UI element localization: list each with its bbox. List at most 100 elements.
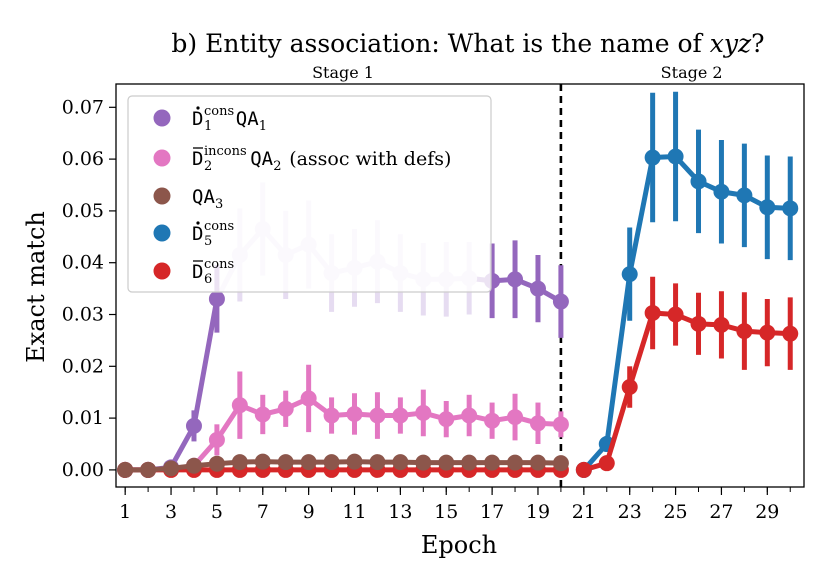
- data-point: [438, 411, 455, 428]
- data-point: [392, 454, 409, 471]
- data-point: [575, 461, 592, 478]
- data-point: [323, 454, 340, 471]
- data-point: [667, 148, 684, 165]
- y-tick-label: 0.03: [62, 304, 104, 326]
- legend-marker: [153, 149, 171, 167]
- legend-label-base: D: [192, 223, 203, 245]
- data-point: [484, 454, 501, 471]
- data-point: [713, 316, 730, 333]
- data-point: [415, 404, 432, 421]
- series-line-segment: [191, 296, 220, 429]
- x-tick-label: 7: [257, 501, 269, 523]
- legend-label-sub: 5: [204, 234, 212, 249]
- data-point: [644, 304, 661, 321]
- x-tick-label: 29: [755, 501, 779, 523]
- legend-label-text: (assoc with defs): [289, 148, 451, 170]
- y-axis-label: Exact match: [22, 211, 50, 363]
- series-d5-cons: [575, 91, 799, 478]
- data-point: [529, 280, 546, 297]
- x-tick-label: 11: [342, 501, 366, 523]
- x-tick-label: 9: [303, 501, 315, 523]
- data-point: [277, 454, 294, 471]
- legend-label-sub: 6: [204, 272, 212, 287]
- series-line-segment: [604, 384, 633, 466]
- data-point: [484, 412, 501, 429]
- legend-accent-dot: [196, 221, 200, 225]
- data-point: [644, 149, 661, 166]
- legend-label-suffix: QA: [250, 148, 273, 170]
- legend-box: [127, 95, 492, 293]
- chart-title-prefix: b) Entity association: What is the name …: [171, 29, 709, 58]
- legend-label-suffix: QA: [192, 186, 215, 208]
- y-tick-label: 0.04: [62, 252, 104, 274]
- y-tick-label: 0.00: [62, 459, 104, 481]
- data-point: [346, 405, 363, 422]
- data-point: [208, 290, 225, 307]
- series-line-segment: [627, 155, 656, 277]
- legend-label-sub: 1: [204, 119, 212, 134]
- data-point: [300, 454, 317, 471]
- data-point: [621, 266, 638, 283]
- data-point: [254, 406, 271, 423]
- data-point: [782, 200, 799, 217]
- series-line-segment: [627, 310, 656, 390]
- data-point: [323, 407, 340, 424]
- data-point: [300, 390, 317, 407]
- legend-label-base: D: [192, 108, 203, 130]
- y-tick-label: 0.07: [62, 96, 104, 118]
- data-point: [461, 454, 478, 471]
- data-point: [736, 323, 753, 340]
- legend-accent-dot: [196, 106, 200, 110]
- data-point: [690, 315, 707, 332]
- stage-labels: Stage 1 Stage 2: [312, 63, 722, 82]
- data-point: [552, 455, 569, 472]
- data-point: [690, 173, 707, 190]
- y-tick-label: 0.01: [62, 407, 104, 429]
- legend-marker: [153, 187, 171, 205]
- legend-marker: [153, 224, 171, 242]
- data-point: [461, 407, 478, 424]
- data-point: [163, 460, 180, 477]
- x-tick-label: 3: [165, 501, 177, 523]
- data-point: [736, 187, 753, 204]
- plot-frame: [115, 83, 805, 488]
- series-qa3: [117, 453, 569, 478]
- legend-label-base: D: [192, 148, 203, 170]
- data-point: [346, 453, 363, 470]
- legend-label-sup: incons: [204, 144, 247, 159]
- x-tick-label: 19: [526, 501, 550, 523]
- x-tick-label: 23: [618, 501, 642, 523]
- legend-label-sup: cons: [204, 219, 234, 234]
- series-d2-incons-qa2-(assoc-with-defs): [117, 364, 569, 478]
- data-point: [415, 454, 432, 471]
- chart-title-var: xyz: [710, 29, 752, 58]
- data-point: [759, 199, 776, 216]
- data-point: [392, 407, 409, 424]
- data-point: [552, 416, 569, 433]
- data-point: [369, 454, 386, 471]
- data-point: [759, 324, 776, 341]
- data-point: [507, 409, 524, 426]
- legend-marker: [153, 262, 171, 280]
- data-point: [507, 271, 524, 288]
- data-point: [208, 431, 225, 448]
- data-point: [507, 454, 524, 471]
- data-point: [185, 417, 202, 434]
- x-tick-label: 25: [663, 501, 687, 523]
- data-point: [529, 415, 546, 432]
- y-tick-label: 0.02: [62, 355, 104, 377]
- stage-label: Stage 2: [661, 63, 723, 82]
- data-point: [782, 325, 799, 342]
- legend-label-sup: cons: [204, 104, 234, 119]
- legend-label-sub: 2: [204, 159, 212, 174]
- x-tick-label: 27: [709, 501, 733, 523]
- data-point: [231, 397, 248, 414]
- data-point: [438, 454, 455, 471]
- legend-marker: [153, 109, 171, 127]
- stage-label: Stage 1: [312, 63, 374, 82]
- x-tick-label: 15: [434, 501, 458, 523]
- legend-label-sup: cons: [204, 257, 234, 272]
